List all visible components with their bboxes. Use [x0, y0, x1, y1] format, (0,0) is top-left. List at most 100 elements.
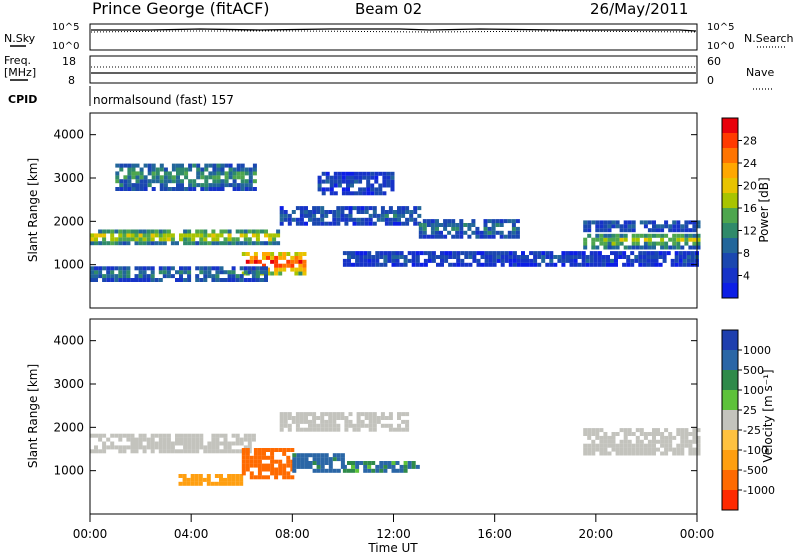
colorbar-swatch: [722, 223, 738, 239]
velocity-cell: [372, 427, 377, 432]
power-cell: [324, 213, 329, 218]
velocity-cell: [647, 439, 652, 444]
velocity-cell: [158, 433, 163, 438]
power-cell: [317, 175, 322, 180]
velocity-cell: [175, 433, 179, 438]
velocity-cell: [631, 447, 636, 452]
velocity-cell: [379, 468, 384, 473]
power-cell: [291, 210, 296, 214]
velocity-cell: [320, 461, 325, 465]
velocity-cell: [623, 432, 628, 436]
power-cell: [268, 241, 273, 246]
power-cell: [223, 237, 228, 242]
velocity-cell: [154, 433, 159, 438]
power-cell: [346, 175, 350, 180]
velocity-cell: [384, 416, 389, 420]
power-cell: [255, 274, 260, 279]
power-cell: [248, 179, 253, 184]
power-cell: [372, 213, 377, 218]
velocity-cell: [676, 451, 681, 456]
power-cell: [171, 167, 176, 172]
power-cell: [151, 171, 156, 176]
velocity-cell: [367, 468, 372, 473]
power-cell: [417, 206, 422, 211]
power-cell: [488, 262, 493, 267]
power-cell: [496, 255, 501, 259]
velocity-cell: [375, 468, 380, 473]
power-cell: [456, 251, 461, 256]
noise-right-tick-top: 10^5: [707, 22, 734, 33]
power-cell: [224, 171, 229, 176]
power-cell: [131, 163, 136, 168]
power-cell: [146, 229, 151, 234]
power-cell: [220, 179, 225, 184]
power-cell: [321, 179, 326, 184]
velocity-cell: [262, 455, 266, 460]
power-cell: [253, 252, 258, 256]
power-cell: [106, 266, 111, 271]
power-cell: [647, 241, 652, 246]
power-cell: [397, 221, 401, 226]
power-cell: [500, 258, 505, 263]
power-cell: [184, 187, 189, 191]
power-cell: [282, 267, 287, 272]
power-cell: [183, 241, 188, 246]
velocity-cell: [183, 437, 188, 442]
velocity-cell: [643, 451, 648, 456]
velocity-cell: [110, 441, 115, 446]
velocity-cell: [191, 441, 196, 446]
power-cell: [115, 175, 120, 180]
power-cell: [350, 175, 354, 180]
velocity-cell: [631, 432, 636, 436]
velocity-cell: [696, 439, 701, 444]
velocity-cell: [388, 416, 393, 420]
power-cell: [106, 229, 111, 234]
power-cell: [290, 263, 295, 268]
velocity-cell: [191, 445, 196, 450]
power-cell: [405, 221, 410, 226]
velocity-cell: [187, 433, 192, 438]
velocity-cell: [340, 461, 345, 465]
power-cell: [166, 229, 171, 234]
power-cell: [211, 233, 216, 238]
power-cell: [94, 270, 98, 275]
velocity-cell: [94, 433, 98, 438]
power-cell: [418, 230, 423, 235]
power-cell: [384, 217, 389, 222]
velocity-cell: [388, 427, 393, 432]
power-cell: [188, 163, 193, 168]
velocity-cell: [223, 481, 227, 486]
power-cell: [163, 175, 168, 180]
power-cell: [291, 217, 296, 222]
power-cell: [146, 233, 151, 238]
power-cell: [541, 258, 546, 263]
velocity-cell: [660, 443, 665, 448]
power-cell: [583, 241, 588, 246]
power-cell: [138, 266, 143, 271]
velocity-cell: [142, 433, 147, 438]
velocity-cell: [195, 437, 200, 442]
power-cell: [476, 258, 481, 263]
velocity-cell: [328, 427, 333, 432]
power-cell: [452, 255, 457, 259]
power-cell: [508, 258, 513, 263]
power-cell: [503, 219, 508, 224]
velocity-cell: [692, 428, 697, 433]
power-cell: [384, 210, 389, 214]
power-cell: [114, 274, 119, 279]
power-cell: [480, 251, 485, 256]
velocity-cell: [150, 437, 155, 442]
colorbar-tick-label: 100: [743, 384, 764, 397]
power-cell: [208, 175, 213, 180]
velocity-cell: [223, 441, 228, 446]
velocity-cell: [696, 428, 701, 433]
power-cell: [460, 251, 465, 256]
power-cell: [220, 187, 225, 191]
power-cell: [196, 167, 201, 172]
power-cell: [379, 255, 384, 259]
power-cell: [561, 262, 566, 267]
power-cell: [684, 228, 689, 233]
power-cell: [393, 221, 397, 226]
power-cell: [119, 163, 124, 168]
